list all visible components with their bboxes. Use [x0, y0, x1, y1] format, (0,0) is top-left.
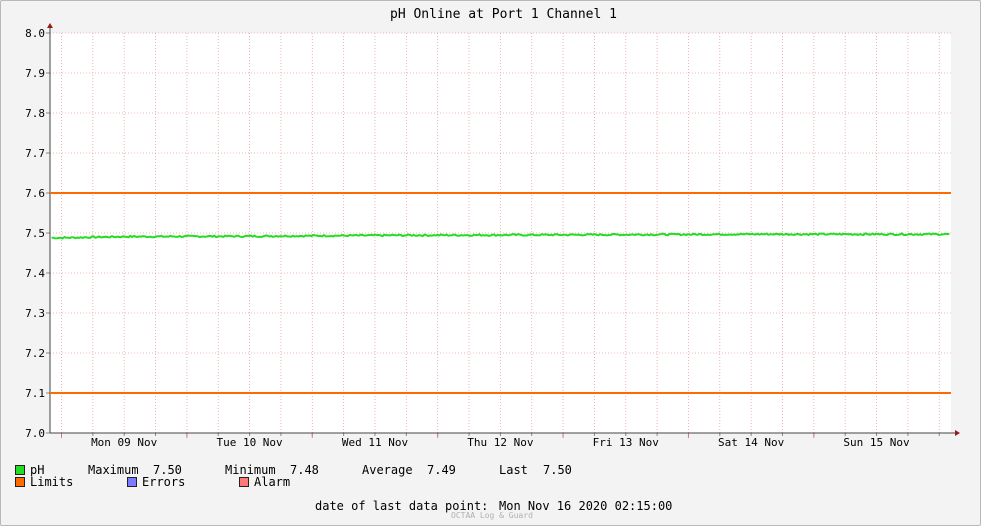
legend-alarm-label: Alarm — [254, 475, 291, 489]
y-tick-label: 7.4 — [25, 267, 45, 280]
legend-errors-label: Errors — [142, 475, 186, 489]
x-tick-label: Thu 12 Nov — [467, 436, 534, 449]
x-tick-label: Tue 10 Nov — [216, 436, 283, 449]
y-tick-label: 7.0 — [25, 427, 45, 440]
ph-series-line — [51, 232, 950, 240]
legend-limits-label: Limits — [30, 475, 74, 489]
y-tick-label: 8.0 — [25, 27, 45, 40]
legend-last-value: 7.50 — [543, 463, 572, 477]
legend-avg-value: 7.49 — [427, 463, 456, 477]
legend-max-value: 7.50 — [153, 463, 182, 477]
x-tick-label: Fri 13 Nov — [593, 436, 660, 449]
y-tick-label: 7.5 — [25, 227, 45, 240]
y-tick-label: 7.7 — [25, 147, 45, 160]
x-tick-label: Sun 15 Nov — [843, 436, 910, 449]
y-tick-label: 7.8 — [25, 107, 45, 120]
legend-min-value: 7.48 — [290, 463, 319, 477]
last-data-point-label: date of last data point: — [315, 499, 489, 513]
line-chart: 7.0 7.1 7.2 7.3 7.4 7.5 7.6 7.7 7.8 7.9 8.0 Mon 09 … — [25, 7, 960, 449]
legend-avg-label: Average — [362, 463, 413, 477]
legend-min-label: Minimum — [225, 463, 276, 477]
x-tick-label: Mon 09 Nov — [91, 436, 158, 449]
x-axis-arrow — [955, 430, 960, 436]
limits-swatch — [15, 477, 25, 487]
x-tick-label: Sat 14 Nov — [718, 436, 785, 449]
legend-max-label: Maximum — [88, 463, 139, 477]
y-tick-label: 7.6 — [25, 187, 45, 200]
alarm-swatch — [239, 477, 249, 487]
chart-title: pH Online at Port 1 Channel 1 — [390, 7, 617, 22]
y-tick-label: 7.1 — [25, 387, 45, 400]
errors-swatch — [127, 477, 137, 487]
legend-last-label: Last — [499, 463, 528, 477]
x-tick-label: Wed 11 Nov — [342, 436, 409, 449]
y-tick-label: 7.2 — [25, 347, 45, 360]
y-tick-label: 7.3 — [25, 307, 45, 320]
legend-ph-label: pH — [30, 463, 45, 477]
watermark: OCTAA Log & Guard — [451, 511, 533, 520]
y-axis-arrow — [47, 23, 53, 28]
last-data-point-value: Mon Nov 16 2020 02:15:00 — [499, 499, 673, 513]
ph-swatch — [15, 465, 25, 475]
y-tick-label: 7.9 — [25, 67, 45, 80]
